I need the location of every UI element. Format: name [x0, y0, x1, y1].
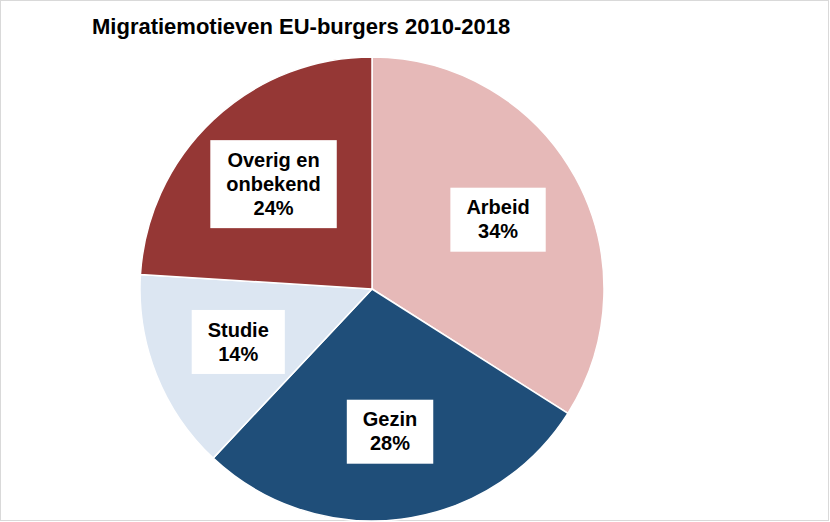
chart: Migratiemotieven EU-burgers 2010-2018 Arb…: [0, 0, 830, 522]
value-label: 24%: [254, 197, 294, 219]
value-label: 28%: [370, 432, 410, 454]
category-label: onbekend: [226, 173, 320, 195]
label-box: [450, 188, 545, 252]
category-label: Studie: [208, 319, 269, 341]
value-label: 34%: [478, 220, 518, 242]
category-label: Arbeid: [466, 196, 529, 218]
frame: [1, 1, 829, 521]
data-label: Overig enonbekend24%: [226, 149, 320, 219]
label-box: [347, 400, 433, 464]
title: Migratiemotieven EU-burgers 2010-2018: [92, 14, 510, 39]
label-box: [192, 310, 285, 374]
label-box: [210, 140, 336, 228]
slice: [140, 274, 372, 458]
category-label: Overig en: [227, 149, 319, 171]
value-label: 14%: [218, 343, 258, 365]
slices: [140, 57, 604, 521]
slice: [140, 57, 372, 289]
data-label: Arbeid34%: [466, 196, 529, 242]
category-label: Gezin: [363, 408, 417, 430]
data-label: Studie14%: [208, 319, 269, 365]
data-label: Gezin28%: [363, 408, 417, 454]
labels: Arbeid34% Gezin28% Studie14% Overig enonbek…: [192, 140, 546, 464]
